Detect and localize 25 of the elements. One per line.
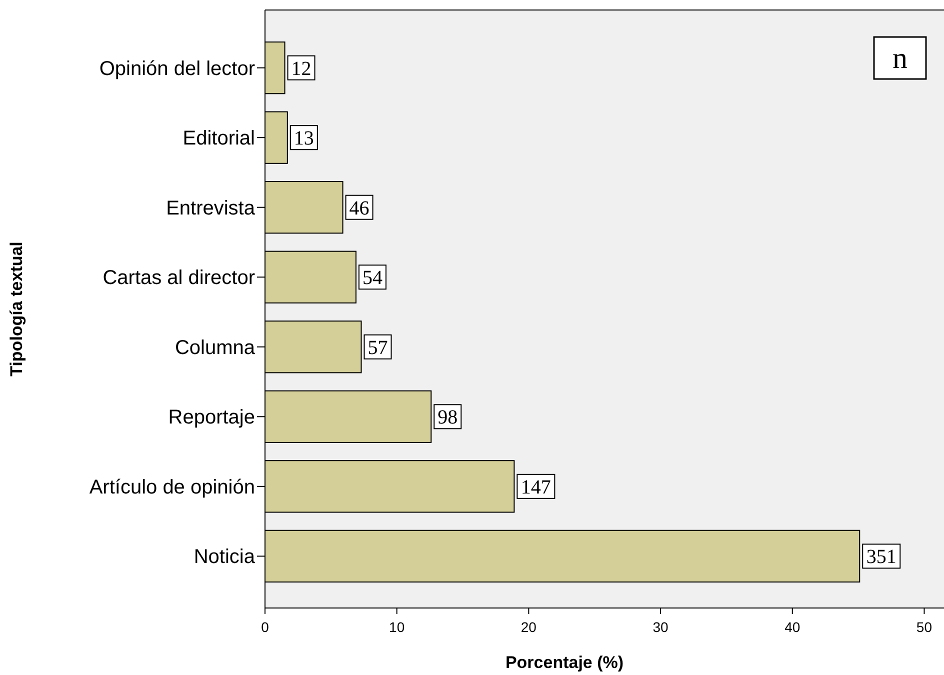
x-tick-label: 10: [389, 619, 405, 635]
y-axis-title: Tipología textual: [7, 242, 26, 376]
y-tick-label: Editorial: [182, 128, 255, 150]
annotation: n: [892, 42, 908, 75]
x-tick-label: 40: [784, 619, 800, 635]
y-tick-label: Artículo de opinión: [89, 476, 255, 498]
y-tick-label: Noticia: [194, 546, 256, 568]
annotation: 147: [520, 476, 551, 498]
y-tick-label: Columna: [174, 336, 256, 359]
x-tick-label: 20: [520, 619, 537, 635]
annotation: 46: [349, 197, 370, 220]
annotation: 54: [362, 267, 382, 290]
x-tick-label: 50: [916, 619, 932, 635]
y-tick-label: Opinión del lector: [99, 58, 256, 80]
annotation: 98: [438, 406, 458, 429]
x-tick-label: 0: [261, 619, 270, 635]
y-tick-label: Cartas al director: [102, 267, 256, 290]
annotation: 351: [866, 546, 896, 568]
x-tick-label: 30: [652, 619, 669, 635]
y-tick-label: Reportaje: [168, 406, 255, 429]
annotation: 57: [368, 336, 388, 359]
x-axis-title: Porcentaje (%): [505, 653, 624, 672]
y-tick-label: Entrevista: [166, 197, 256, 220]
annotation: 13: [294, 128, 314, 150]
annotation: 12: [291, 58, 312, 80]
